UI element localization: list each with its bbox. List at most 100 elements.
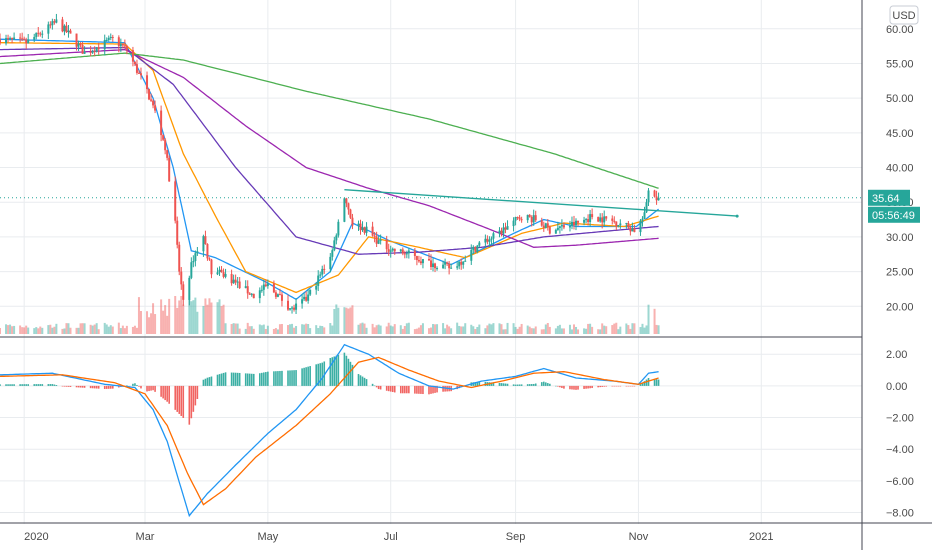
- histogram-bar: [176, 385, 179, 412]
- volume-bar: [236, 323, 239, 334]
- candle-body: [164, 139, 167, 151]
- histogram-bar: [162, 385, 164, 399]
- volume-bar: [83, 323, 86, 334]
- volume-bar: [123, 328, 126, 334]
- candle-body: [309, 289, 312, 295]
- histogram-bar: [571, 385, 573, 390]
- volume-bar: [577, 329, 580, 334]
- volume-bar: [363, 323, 366, 334]
- candle-body: [514, 217, 517, 221]
- histogram-bar: [657, 379, 660, 386]
- histogram-bar: [93, 385, 96, 389]
- histogram-bar: [192, 385, 195, 412]
- volume-bar: [333, 309, 336, 334]
- candle-body: [611, 218, 614, 221]
- volume-bar: [653, 308, 656, 334]
- histogram-bar: [430, 385, 432, 394]
- candle-body: [276, 294, 279, 297]
- candle-body: [379, 239, 382, 241]
- histogram-bar: [309, 366, 311, 386]
- volume-bar: [79, 323, 82, 334]
- volume-bar: [562, 328, 565, 334]
- volume-bar: [643, 327, 646, 334]
- candle-body: [504, 227, 507, 230]
- volume-bar: [361, 322, 364, 334]
- volume-bar: [224, 323, 227, 334]
- volume-bar: [490, 324, 493, 334]
- candle-body: [289, 308, 292, 310]
- volume-bar: [377, 324, 380, 334]
- candle-body: [146, 75, 149, 90]
- candle-body: [91, 51, 94, 53]
- histogram-bar: [0, 384, 1, 386]
- price-tick-label: 20.00: [886, 301, 914, 313]
- histogram-bar: [111, 385, 114, 389]
- candle-body: [262, 284, 265, 290]
- histogram-bar: [597, 385, 599, 388]
- histogram-bar: [63, 385, 66, 387]
- histogram-bar: [498, 382, 501, 386]
- histogram-bar: [134, 383, 136, 386]
- candle-body: [39, 33, 42, 35]
- candle-body: [478, 242, 481, 246]
- candle-body: [387, 249, 390, 252]
- histogram-bar: [259, 373, 261, 386]
- histogram-bar: [321, 362, 324, 386]
- candle-body: [307, 294, 310, 301]
- histogram-bar: [347, 358, 350, 386]
- histogram-bar: [194, 385, 197, 406]
- histogram-bar: [641, 382, 644, 386]
- volume-bar: [81, 323, 84, 334]
- histogram-bar: [416, 385, 418, 394]
- histogram-bar: [289, 370, 291, 386]
- volume-bar: [148, 317, 151, 334]
- price-candles: [0, 13, 660, 314]
- histogram-bar: [252, 373, 255, 386]
- candle-body: [301, 299, 304, 304]
- candle-body: [587, 219, 590, 223]
- histogram-bar: [625, 385, 628, 387]
- histogram-bar: [47, 384, 50, 386]
- histogram-bar: [518, 384, 521, 386]
- histogram-bar: [333, 356, 336, 386]
- histogram-bar: [61, 385, 64, 387]
- volume-bar: [192, 300, 195, 334]
- candle-body: [512, 220, 515, 227]
- candle-body: [532, 215, 535, 223]
- candle-body: [230, 273, 233, 284]
- volume-bar: [309, 328, 312, 334]
- volume-bar: [427, 328, 430, 334]
- volume-bar: [238, 328, 241, 334]
- histogram-bar: [474, 382, 477, 386]
- histogram-bar: [25, 384, 27, 386]
- histogram-bar: [164, 385, 166, 401]
- volume-bar: [633, 323, 636, 334]
- candle-body: [506, 226, 509, 230]
- currency-button[interactable]: USD: [889, 5, 919, 25]
- candle-body: [377, 240, 380, 244]
- candle-body: [202, 236, 205, 252]
- histogram-bar: [291, 370, 293, 386]
- candle-body: [585, 219, 588, 221]
- histogram-bar: [631, 385, 634, 387]
- candle-body: [69, 30, 72, 34]
- candle-body: [460, 261, 463, 265]
- histogram-bar: [504, 383, 507, 386]
- histogram-bar: [273, 371, 275, 386]
- volume-bar: [413, 329, 416, 334]
- trendline[interactable]: [344, 189, 739, 218]
- candle-body: [361, 227, 364, 231]
- histogram-bar: [150, 385, 152, 391]
- trendline-segment: [344, 189, 738, 217]
- volume-bar: [464, 323, 467, 334]
- volume-bar: [244, 328, 247, 334]
- candle-body: [109, 36, 112, 39]
- histogram-bar: [563, 385, 565, 389]
- candle-body: [9, 37, 12, 39]
- candle-body: [25, 39, 28, 44]
- histogram-bar: [160, 385, 162, 397]
- candle-body: [492, 233, 495, 239]
- volume-bar: [190, 301, 193, 334]
- candle-body: [516, 217, 519, 219]
